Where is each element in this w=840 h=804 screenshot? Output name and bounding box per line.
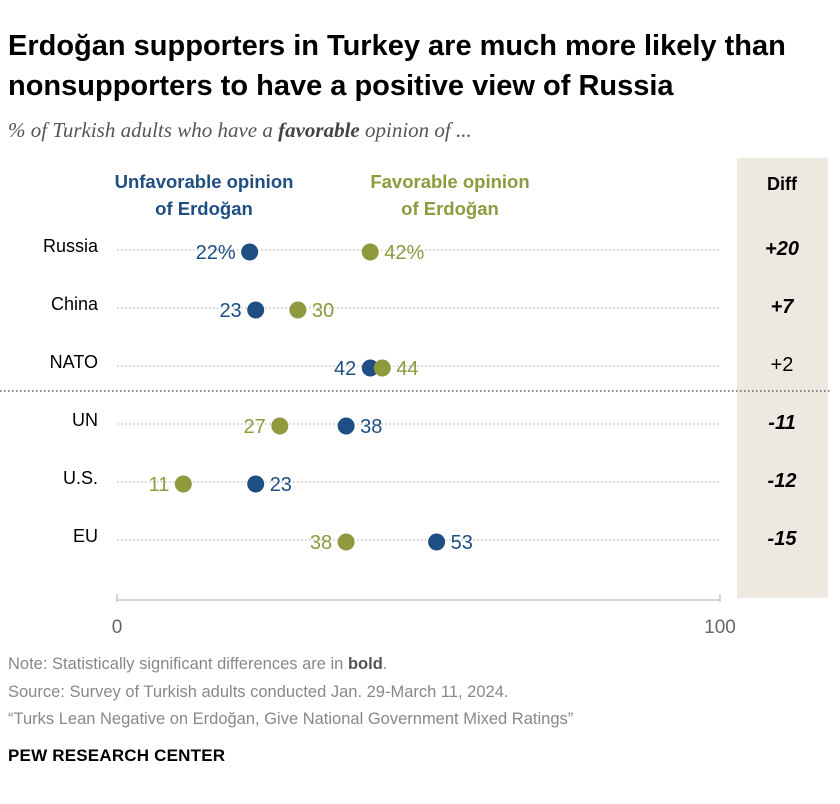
source-note: Source: Survey of Turkish adults conduct… <box>8 683 509 701</box>
diff-value-nato: +2 <box>771 354 794 376</box>
favorable-dot-nato <box>373 359 391 377</box>
category-label-russia: Russia <box>43 236 99 256</box>
favorable-dot-china <box>289 301 307 319</box>
legend-favorable-line-0: Favorable opinion <box>370 171 529 192</box>
favorable-value-un: 27 <box>244 416 266 438</box>
category-label-un: UN <box>72 410 98 430</box>
note: Note: Statistically significant differen… <box>8 655 387 674</box>
x-tick-label-100: 100 <box>704 617 736 638</box>
unfavorable-value-russia: 22% <box>196 242 236 264</box>
unfavorable-dot-eu <box>428 533 446 551</box>
diff-value-eu: -15 <box>768 528 798 550</box>
category-label-nato: NATO <box>50 352 98 372</box>
favorable-dot-eu <box>337 533 355 551</box>
chart-subtitle: % of Turkish adults who have a favorable… <box>8 118 472 143</box>
organization-logo-text: PEW RESEARCH CENTER <box>8 746 226 765</box>
subtitle-pre: % of Turkish adults who have a <box>8 118 279 142</box>
subtitle-bold: favorable <box>278 118 360 142</box>
unfavorable-value-eu: 53 <box>451 532 473 554</box>
diff-value-china: +7 <box>771 296 795 318</box>
unfavorable-dot-russia <box>241 243 259 261</box>
note-bold: bold <box>347 655 383 673</box>
report-title: “Turks Lean Negative on Erdoğan, Give Na… <box>8 710 574 728</box>
favorable-value-us: 11 <box>149 474 170 496</box>
dot-plot: Diff Unfavorable opinion of Erdoğan Favorab… <box>0 158 830 638</box>
favorable-value-nato: 44 <box>396 358 418 380</box>
note-pre: Note: Statistically significant differen… <box>8 655 348 673</box>
legend-unfavorable-line-0: Unfavorable opinion <box>115 171 294 192</box>
unfavorable-value-nato: 42 <box>334 358 356 380</box>
unfavorable-dot-us <box>247 475 265 493</box>
category-label-eu: EU <box>73 526 98 546</box>
unfavorable-dot-un <box>337 417 355 435</box>
favorable-value-eu: 38 <box>310 532 332 554</box>
chart-title: Erdoğan supporters in Turkey are much mo… <box>8 30 786 102</box>
unfavorable-dot-nato <box>361 359 379 377</box>
favorable-value-china: 30 <box>312 300 334 322</box>
subtitle-post: opinion of ... <box>359 118 472 142</box>
favorable-dot-russia <box>361 243 379 261</box>
category-label-us: U.S. <box>63 468 98 488</box>
diff-header: Diff <box>767 174 798 194</box>
unfavorable-value-us: 23 <box>270 474 292 496</box>
legend-unfavorable-line-1: of Erdoğan <box>155 198 253 219</box>
favorable-dot-us <box>174 475 192 493</box>
category-label-china: China <box>51 294 99 314</box>
diff-value-russia: +20 <box>765 238 799 260</box>
legend-favorable-line-1: of Erdoğan <box>401 198 499 219</box>
note-post: . <box>382 655 388 673</box>
diff-value-un: -11 <box>768 412 795 434</box>
favorable-value-russia: 42% <box>384 242 424 264</box>
x-tick-label-0: 0 <box>112 617 123 638</box>
diff-column-background <box>737 158 828 598</box>
unfavorable-value-china: 23 <box>219 300 241 322</box>
diff-value-us: -12 <box>768 470 797 492</box>
unfavorable-value-un: 38 <box>360 416 382 438</box>
favorable-dot-un <box>271 417 289 435</box>
unfavorable-dot-china <box>247 301 265 319</box>
